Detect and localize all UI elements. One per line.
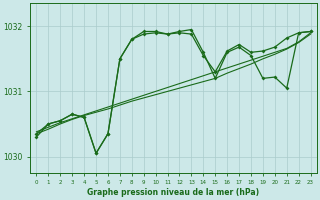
X-axis label: Graphe pression niveau de la mer (hPa): Graphe pression niveau de la mer (hPa): [87, 188, 260, 197]
